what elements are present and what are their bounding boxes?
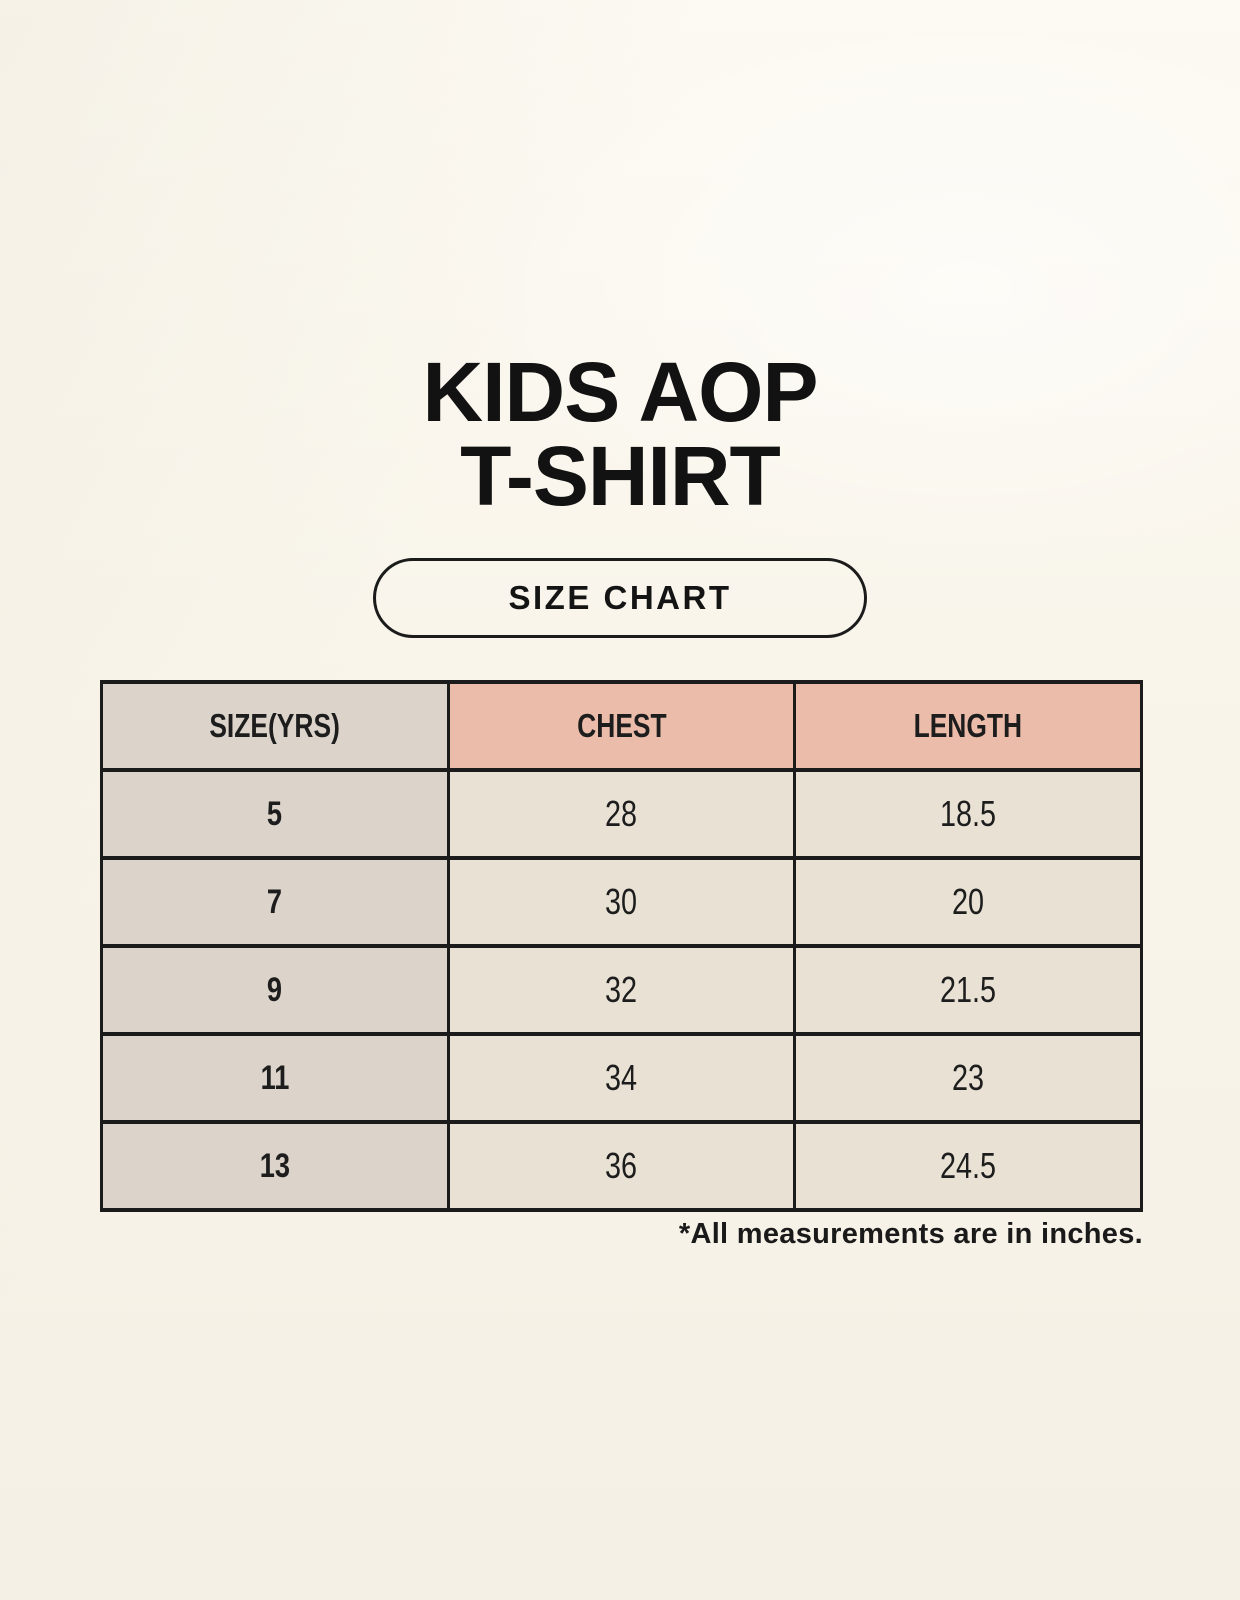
size-value-cell: 13 (100, 1120, 450, 1212)
chest-value-cell: 36 (446, 1120, 797, 1212)
length-value-cell: 21.5 (793, 944, 1143, 1036)
size-chart-badge: SIZE CHART (373, 558, 867, 638)
product-title: KIDS AOP T-SHIRT (0, 350, 1240, 518)
table-row: 7 30 20 (100, 856, 1143, 948)
table-row: 9 32 21.5 (100, 944, 1143, 1036)
length-value-cell: 24.5 (793, 1120, 1143, 1212)
chest-value-cell: 34 (446, 1032, 797, 1124)
size-chart-badge-label: SIZE CHART (508, 579, 732, 616)
chest-column-header: CHEST (446, 680, 797, 772)
size-value-cell: 5 (100, 768, 450, 860)
size-value-cell: 9 (100, 944, 450, 1036)
chest-value-cell: 30 (446, 856, 797, 948)
table-row: 11 34 23 (100, 1032, 1143, 1124)
table-row: 13 36 24.5 (100, 1120, 1143, 1212)
table-header-row: SIZE(YRS) CHEST LENGTH (100, 680, 1143, 772)
length-value-cell: 20 (793, 856, 1143, 948)
chest-value-cell: 32 (446, 944, 797, 1036)
length-column-header: LENGTH (793, 680, 1143, 772)
measurements-note: *All measurements are in inches. (678, 1218, 1143, 1250)
product-title-line2: T-SHIRT (460, 429, 781, 523)
length-value-cell: 23 (793, 1032, 1143, 1124)
length-value-cell: 18.5 (793, 768, 1143, 860)
product-title-line1: KIDS AOP (422, 345, 819, 439)
chest-value-cell: 28 (446, 768, 797, 860)
size-chart-table: SIZE(YRS) CHEST LENGTH 5 28 18.5 7 30 20… (100, 680, 1143, 1212)
size-column-header: SIZE(YRS) (100, 680, 450, 772)
table-row: 5 28 18.5 (100, 768, 1143, 860)
size-value-cell: 7 (100, 856, 450, 948)
size-value-cell: 11 (100, 1032, 450, 1124)
